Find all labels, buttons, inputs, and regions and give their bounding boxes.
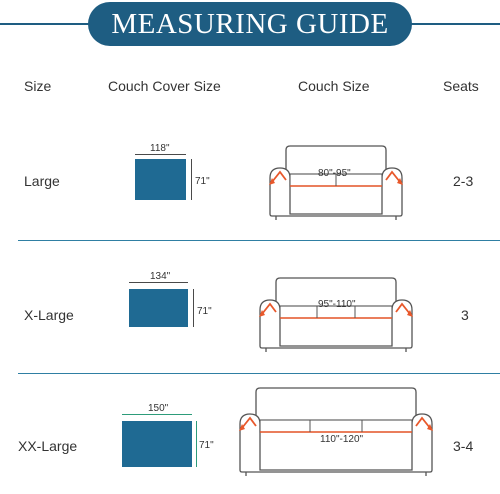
row-divider	[18, 240, 500, 241]
cover-swatch	[129, 289, 188, 327]
cover-swatch	[122, 421, 192, 467]
cover-height: 71"	[197, 306, 212, 317]
header-cover-size: Couch Cover Size	[108, 78, 221, 94]
height-dimension-line	[196, 421, 197, 467]
seats-value: 3-4	[453, 438, 474, 454]
size-label: X-Large	[24, 307, 74, 323]
header-couch-size: Couch Size	[298, 78, 370, 94]
couch-size: 110"-120"	[320, 434, 364, 445]
cover-width: 150"	[148, 403, 169, 414]
height-dimension-line	[193, 289, 194, 327]
width-dimension-line	[129, 282, 188, 283]
seats-value: 2-3	[453, 173, 474, 189]
cover-height: 71"	[199, 440, 214, 451]
couch-illustration	[239, 387, 433, 476]
cover-width: 118"	[150, 143, 170, 154]
couch-size: 95"-110"	[318, 299, 356, 310]
height-dimension-line	[191, 159, 192, 200]
row-divider	[18, 373, 500, 374]
cover-width: 134"	[150, 271, 171, 282]
header-size: Size	[24, 78, 52, 94]
header-seats: Seats	[443, 78, 479, 94]
seats-value: 3	[461, 307, 469, 323]
width-dimension-line	[135, 154, 186, 155]
cover-height: 71"	[195, 176, 210, 187]
page-title: MEASURING GUIDE	[88, 2, 412, 46]
couch-size: 80"-95"	[318, 168, 351, 179]
cover-swatch	[135, 159, 186, 200]
size-label: Large	[24, 173, 60, 189]
width-dimension-line	[122, 414, 192, 415]
couch-illustration	[269, 145, 403, 220]
couch-illustration	[259, 277, 413, 352]
size-label: XX-Large	[18, 438, 78, 454]
